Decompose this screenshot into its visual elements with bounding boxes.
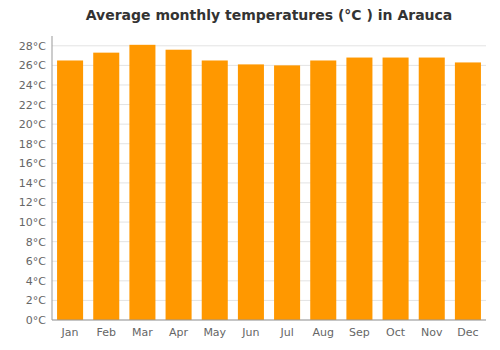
x-tick-label: Jun [241,326,259,339]
bars [57,45,481,320]
bar [129,45,155,320]
bar [93,53,119,320]
title: Average monthly temperatures (°C ) in Ar… [86,7,453,23]
chart-container: Average monthly temperatures (°C ) in Ar… [0,0,500,350]
bar [346,58,372,320]
x-tick-label: Feb [97,326,116,339]
y-tick-label: 18°C [19,138,46,151]
y-tick-label: 22°C [19,99,46,112]
y-tick-label: 2°C [26,294,46,307]
x-tick-label: Aug [313,326,334,339]
x-tick-label: Mar [132,326,153,339]
bar [57,60,83,320]
grid-line [52,45,486,46]
bar [238,64,264,320]
x-tick-label: Dec [457,326,478,339]
x-tick-labels: Jan Feb Mar Apr May Jun Jul Aug Sep Oct Nov Dec [61,326,479,339]
bar [274,65,300,320]
bar [383,58,409,320]
y-axis-line [52,36,53,320]
y-tick-label: 6°C [26,255,46,268]
chart-svg: Average monthly temperatures (°C ) in Ar… [0,0,500,350]
y-tick-label: 8°C [26,236,46,249]
x-tick-label: May [203,326,226,339]
bar [166,50,192,320]
y-tick-labels: 0°C 2°C 4°C 6°C 8°C 10°C 12°C 14°C 16°C 18°C 20°C 2… [19,40,46,327]
y-tick-label: 16°C [19,157,46,170]
x-axis-line [52,320,486,321]
y-tick-label: 28°C [19,40,46,53]
x-tick-label: Oct [386,326,406,339]
x-tick-label: Jan [61,326,79,339]
y-tick-label: 10°C [19,216,46,229]
bar [202,60,228,320]
grid-line [52,320,486,321]
y-tick-label: 0°C [26,314,46,327]
y-tick-label: 12°C [19,196,46,209]
y-tick-label: 26°C [19,59,46,72]
bar [310,60,336,320]
x-tick-label: Sep [349,326,370,339]
y-tick-label: 24°C [19,79,46,92]
x-tick-label: Jul [279,326,293,339]
x-tick-label: Apr [169,326,189,339]
bar [419,58,445,320]
y-tick-label: 14°C [19,177,46,190]
grid [52,46,486,320]
y-tick-label: 20°C [19,118,46,131]
bar [455,62,481,320]
y-tick-label: 4°C [26,275,46,288]
x-tick-label: Nov [421,326,443,339]
